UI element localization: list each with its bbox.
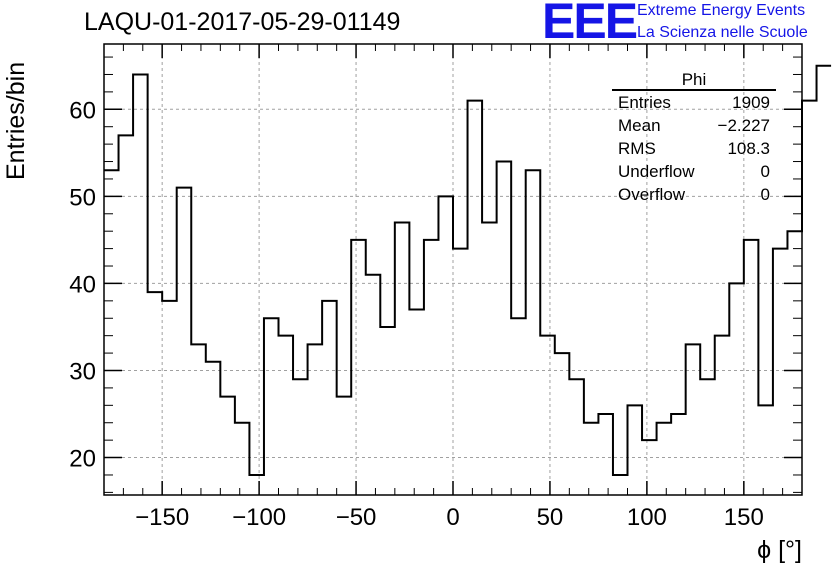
stat-row-overflow: Overflow 0 — [612, 183, 776, 206]
histogram-bin — [511, 318, 526, 495]
histogram-bin — [308, 344, 323, 495]
histogram-bin — [424, 240, 439, 495]
stat-label: RMS — [618, 139, 656, 158]
histogram-bin — [279, 336, 294, 495]
y-tick-label: 60 — [69, 97, 96, 124]
stat-row-entries: Entries 1909 — [612, 91, 776, 114]
x-tick-label: −100 — [232, 504, 286, 531]
logo-line-2: La Scienza nelle Scuole — [637, 24, 808, 41]
x-tick-label: 100 — [627, 504, 667, 531]
chart-title: LAQU-01-2017-05-29-01149 — [84, 8, 401, 36]
histogram-bin — [177, 188, 192, 495]
stat-value: −2.227 — [717, 116, 770, 135]
histogram-bin — [700, 379, 715, 495]
histogram-bin — [220, 397, 235, 495]
histogram-bin — [540, 336, 555, 495]
stat-label: Entries — [618, 93, 671, 112]
histogram-bin — [409, 310, 424, 495]
histogram-bin — [787, 231, 802, 495]
histogram-bin — [482, 222, 497, 495]
x-tick-label: −150 — [135, 504, 189, 531]
histogram-bin — [249, 475, 264, 495]
x-tick-label: 150 — [724, 504, 764, 531]
y-tick-label: 40 — [69, 271, 96, 298]
histogram-bin — [133, 74, 148, 495]
y-tick-label: 20 — [69, 446, 96, 473]
histogram-bin — [264, 318, 279, 495]
histogram-bin — [366, 275, 381, 495]
stats-box: Phi Entries 1909 Mean −2.227 RMS 108.3 U… — [612, 70, 776, 206]
histogram-bin — [351, 240, 366, 495]
stat-value: 108.3 — [727, 139, 770, 158]
x-tick-label: 0 — [446, 504, 459, 531]
y-tick-label: 50 — [69, 184, 96, 211]
histogram-bin — [322, 301, 337, 495]
histogram-bin — [773, 249, 788, 495]
histogram-bin — [555, 353, 570, 495]
histogram-bin — [497, 162, 512, 495]
stat-row-underflow: Underflow 0 — [612, 160, 776, 183]
histogram-bin — [642, 440, 657, 495]
stat-label: Overflow — [618, 185, 686, 204]
axis-ticks — [103, 44, 803, 495]
histogram-bin — [162, 301, 177, 495]
stat-label: Underflow — [618, 162, 695, 181]
histogram-bin — [293, 379, 308, 495]
histogram-bin — [758, 405, 773, 495]
stats-name: Phi — [612, 70, 776, 91]
logo-line-1: Extreme Energy Events — [637, 2, 806, 19]
x-tick-label: −50 — [336, 504, 377, 531]
histogram-bin — [613, 475, 628, 495]
histogram-bin — [686, 344, 701, 495]
x-axis-title: ϕ [°] — [757, 536, 802, 564]
histogram-bin — [119, 135, 134, 495]
stat-value: 0 — [760, 185, 770, 204]
x-tick-label: 50 — [537, 504, 564, 531]
histogram-bin — [744, 240, 759, 495]
histogram-bin — [337, 397, 352, 495]
stat-row-mean: Mean −2.227 — [612, 114, 776, 137]
histogram-bin — [380, 327, 395, 495]
histogram-bin — [817, 66, 832, 495]
histogram-bin — [584, 423, 599, 495]
histogram-bin — [657, 423, 672, 495]
histogram-bin — [104, 170, 119, 495]
histogram-bin — [628, 405, 643, 495]
histogram-bin — [729, 283, 744, 495]
tick-labels: −150 −100 −50 0 50 100 150 20 30 40 50 60 — [69, 97, 764, 531]
histogram-bin — [453, 249, 468, 495]
histogram-bin — [598, 414, 613, 495]
histogram-bin — [438, 196, 453, 495]
stat-label: Mean — [618, 116, 661, 135]
stat-value: 1909 — [732, 93, 770, 112]
histogram-bin — [395, 222, 410, 495]
histogram-bin — [715, 336, 730, 495]
histogram-bin — [671, 414, 686, 495]
histogram-bin — [148, 292, 163, 495]
histogram-bin — [802, 101, 817, 495]
y-axis-title: Entries/bin — [2, 61, 30, 180]
eee-logo: EEE — [542, 0, 638, 49]
y-tick-label: 30 — [69, 358, 96, 385]
histogram-bin — [206, 362, 221, 495]
stat-row-rms: RMS 108.3 — [612, 137, 776, 160]
histogram-bin — [235, 423, 250, 495]
stat-value: 0 — [760, 162, 770, 181]
histogram-line — [104, 64, 832, 476]
histogram-bin — [468, 101, 483, 495]
histogram-bin — [569, 379, 584, 495]
histogram-bin — [191, 344, 206, 495]
histogram-bin — [526, 170, 541, 495]
